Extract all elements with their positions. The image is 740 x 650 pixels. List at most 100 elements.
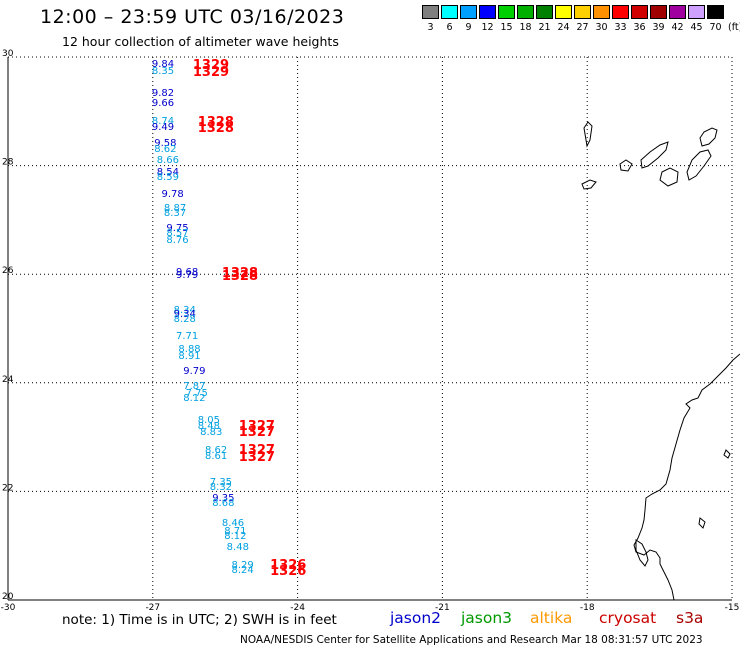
lon-label--15: -15 [725, 603, 740, 613]
wave-height-value: 8.83 [200, 426, 223, 438]
page-title: 12:00 – 23:59 UTC 03/16/2023 [40, 6, 345, 28]
legend-label-6: 6 [446, 22, 453, 33]
legend-swatch-42 [669, 5, 686, 19]
legend-swatch-15 [498, 5, 515, 19]
label-cryosat: cryosat [599, 609, 657, 627]
wave-height-value: 8.37 [163, 208, 187, 220]
legend-swatch-3 [422, 5, 439, 19]
wave-height-value: 8.28 [173, 313, 196, 325]
legend-swatch-70 [707, 5, 724, 19]
wave-height-value: 1327 [238, 443, 275, 459]
wave-height-value: 9.49 [151, 121, 175, 133]
wave-height-value: 8.35 [151, 66, 175, 78]
longitude-tick-labels: -30 -27 -24 -21 -18 -15 [1, 603, 740, 613]
legend-swatch-30 [593, 5, 610, 19]
wave-height-value: 9.79 [183, 365, 206, 377]
legend-label-3: 3 [427, 22, 434, 33]
island-tenerife [640, 141, 669, 169]
wave-height-value: 9.35 [212, 493, 235, 504]
wave-height-value: 8.59 [156, 171, 179, 183]
wave-height-value: 8.24 [231, 564, 254, 576]
legend-swatch-33 [612, 5, 629, 19]
wave-height-value: 8.32 [209, 482, 233, 494]
lon-label--30: -30 [1, 603, 16, 613]
legend-swatch-21 [536, 5, 553, 19]
africa-coastline [633, 353, 740, 601]
wave-height-value: 1328 [221, 266, 259, 282]
lon-label--21: -21 [435, 603, 450, 613]
lat-label-24: 24 [2, 375, 14, 385]
legend-swatch-24 [555, 5, 572, 19]
wave-height-value: 7.71 [176, 331, 199, 343]
latitude-tick-labels: 30 28 26 24 22 20 [2, 49, 14, 602]
legend-label-42: 42 [671, 22, 684, 33]
island-la-palma [583, 121, 593, 148]
wave-height-value: 8.48 [226, 541, 249, 553]
legend-swatch-27 [574, 5, 591, 19]
footer-note: note: 1) Time is in UTC; 2) SWH is in fe… [62, 612, 337, 628]
wave-height-value: 1329 [192, 57, 230, 73]
legend-label-70: 70 [709, 22, 722, 33]
lat-label-20: 20 [2, 592, 14, 602]
island-gran-canaria [659, 167, 679, 187]
wave-height-value: 9.68 [176, 267, 199, 279]
wave-height-value: 8.68 [212, 498, 235, 510]
wave-height-value: 8.12 [224, 531, 247, 542]
wave-height-value: 7.75 [185, 387, 208, 399]
wave-height-value: 7.35 [209, 476, 233, 488]
wave-height-value: 1327 [238, 449, 275, 465]
lon-label--24: -24 [290, 603, 305, 613]
wave-height-value: 1328 [221, 269, 259, 285]
label-jason3: jason3 [461, 609, 513, 627]
lat-lon-grid [7, 56, 733, 601]
legend-swatch-6 [441, 5, 458, 19]
legend-label-21: 21 [538, 22, 551, 33]
legend-swatch-36 [631, 5, 648, 19]
legend-label-15: 15 [500, 22, 513, 33]
wave-height-value: 9.78 [161, 188, 184, 200]
island-gomera [619, 159, 633, 172]
island-hierro [581, 179, 597, 190]
wave-height-value: 1326 [270, 558, 307, 574]
legend-label-24: 24 [557, 22, 570, 33]
wave-height-value: 1328 [197, 115, 234, 131]
legend-label-33: 33 [614, 22, 627, 33]
island-lanzarote [699, 127, 718, 147]
wave-height-value: 8.88 [178, 344, 201, 356]
lat-label-26: 26 [2, 266, 14, 276]
legend-label-36: 36 [633, 22, 646, 33]
coast-spit [635, 539, 649, 567]
wave-height-value: 8.34 [173, 305, 196, 317]
legend-swatch-12 [479, 5, 496, 19]
legend-swatch-9 [460, 5, 477, 19]
legend-label-9: 9 [465, 22, 472, 33]
label-jason2: jason2 [390, 609, 442, 627]
legend-label-45: 45 [690, 22, 703, 33]
legend-swatch-18 [517, 5, 534, 19]
legend-unit: (ft) [728, 22, 740, 33]
wave-height-value: 8.05 [197, 414, 220, 426]
lat-label-30: 30 [2, 49, 14, 59]
coast-detail-south [698, 517, 706, 529]
legend-label-12: 12 [481, 22, 494, 33]
legend-label-39: 39 [652, 22, 665, 33]
wave-height-value: 9.34 [173, 309, 196, 321]
lon-label--27: -27 [145, 603, 160, 613]
coastlines [581, 121, 740, 601]
wave-height-value: 8.76 [166, 234, 189, 246]
wave-height-value: 8.71 [224, 525, 247, 537]
wave-height-value: 8.29 [231, 560, 254, 572]
label-altika: altika [530, 609, 573, 627]
wave-height-value: 1328 [197, 120, 234, 136]
wave-height-value: 8.87 [163, 203, 187, 215]
wave-height-value: 9.58 [154, 137, 177, 149]
legend-swatch-39 [650, 5, 667, 19]
lat-label-22: 22 [2, 483, 13, 493]
legend-label-30: 30 [595, 22, 608, 33]
lat-label-28: 28 [2, 158, 14, 168]
footer-credit: NOAA/NESDIS Center for Satellite Applica… [240, 634, 703, 646]
page-subtitle: 12 hour collection of altimeter wave hei… [62, 34, 339, 49]
label-s3a: s3a [676, 609, 704, 627]
